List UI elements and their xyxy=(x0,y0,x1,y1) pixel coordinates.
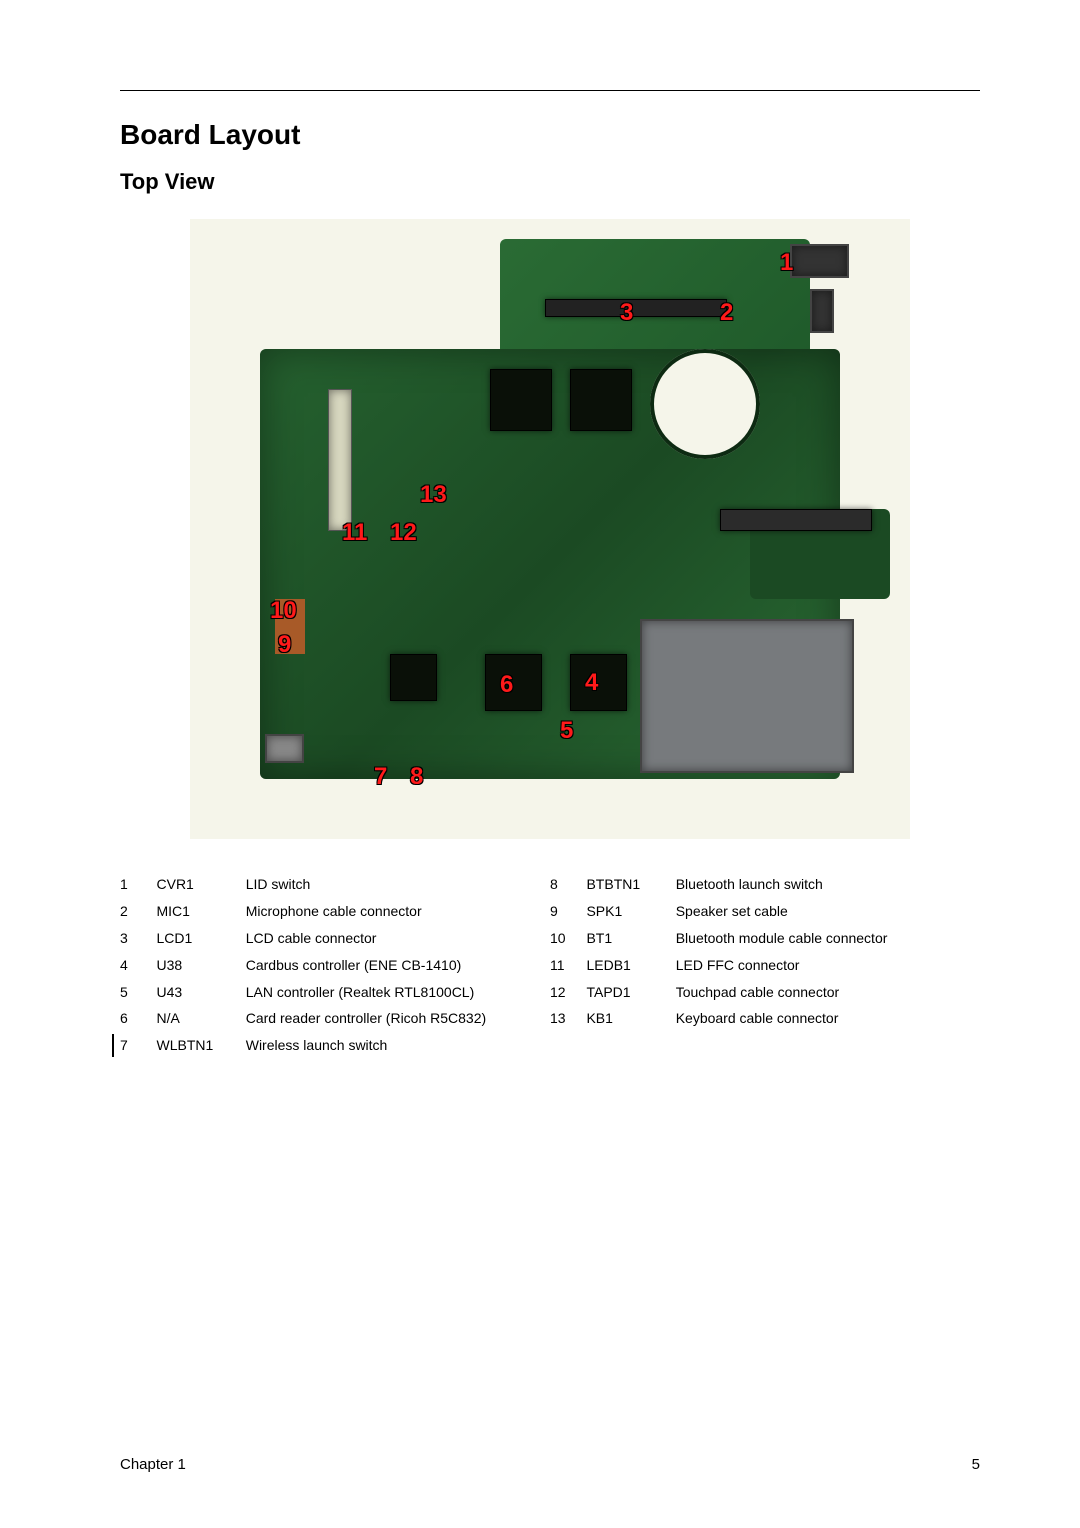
legend-code: U43 xyxy=(157,979,246,1006)
chip xyxy=(570,369,632,431)
table-row: 5 U43 LAN controller (Realtek RTL8100CL)… xyxy=(120,979,980,1006)
port xyxy=(790,244,849,278)
legend-num: 5 xyxy=(120,979,157,1006)
board-callout-8: 8 xyxy=(410,763,423,791)
legend-desc: Bluetooth launch switch xyxy=(676,871,980,898)
table-row: 2 MIC1 Microphone cable connector 9 SPK1… xyxy=(120,898,980,925)
legend-desc: LID switch xyxy=(246,871,550,898)
legend-code: LEDB1 xyxy=(586,952,675,979)
chip xyxy=(390,654,437,701)
legend-code: BT1 xyxy=(586,925,675,952)
board-top-view-figure: 1 2 3 4 5 6 7 8 9 10 11 12 13 xyxy=(190,219,910,839)
legend-code: BTBTN1 xyxy=(586,871,675,898)
footer-page-number: 5 xyxy=(972,1456,980,1473)
board-callout-5: 5 xyxy=(560,717,573,745)
legend-num: 11 xyxy=(550,952,587,979)
legend-desc: Microphone cable connector xyxy=(246,898,550,925)
legend-num: 10 xyxy=(550,925,587,952)
footer-chapter: Chapter 1 xyxy=(120,1456,186,1473)
legend-num: 6 xyxy=(120,1005,157,1032)
connector-strip xyxy=(720,509,872,531)
board-callout-13: 13 xyxy=(420,481,447,509)
legend-code: SPK1 xyxy=(586,898,675,925)
legend-code: N/A xyxy=(157,1005,246,1032)
board-callout-12: 12 xyxy=(390,519,417,547)
revision-bar xyxy=(112,1034,114,1057)
legend-code: CVR1 xyxy=(157,871,246,898)
chip xyxy=(490,369,552,431)
port xyxy=(810,289,834,333)
board-callout-10: 10 xyxy=(270,597,297,625)
component-legend-table: 1 CVR1 LID switch 8 BTBTN1 Bluetooth lau… xyxy=(120,871,980,1059)
page-footer: Chapter 1 5 xyxy=(120,1456,980,1473)
legend-num: 13 xyxy=(550,1005,587,1032)
legend-code: KB1 xyxy=(586,1005,675,1032)
table-row: 1 CVR1 LID switch 8 BTBTN1 Bluetooth lau… xyxy=(120,871,980,898)
table-row: 3 LCD1 LCD cable connector 10 BT1 Blueto… xyxy=(120,925,980,952)
legend-desc: LED FFC connector xyxy=(676,952,980,979)
board-callout-4: 4 xyxy=(585,669,598,697)
board-callout-3: 3 xyxy=(620,299,633,327)
chip xyxy=(485,654,542,711)
legend-desc: Card reader controller (Ricoh R5C832) xyxy=(246,1005,550,1032)
card-socket xyxy=(640,619,854,773)
legend-code: WLBTN1 xyxy=(157,1032,246,1059)
table-row: 7 WLBTN1 Wireless launch switch xyxy=(120,1032,980,1059)
legend-num: 1 xyxy=(120,871,157,898)
board-callout-9: 9 xyxy=(278,631,291,659)
board-callout-7: 7 xyxy=(374,763,387,791)
sticker xyxy=(328,389,352,531)
legend-desc: Bluetooth module cable connector xyxy=(676,925,980,952)
legend-code: LCD1 xyxy=(157,925,246,952)
legend-num: 7 xyxy=(120,1032,157,1059)
legend-code: U38 xyxy=(157,952,246,979)
legend-desc: LCD cable connector xyxy=(246,925,550,952)
legend-code: MIC1 xyxy=(157,898,246,925)
chip xyxy=(570,654,627,711)
top-rule xyxy=(120,90,980,91)
legend-num xyxy=(550,1032,587,1059)
legend-desc: Wireless launch switch xyxy=(246,1032,550,1059)
legend-desc: LAN controller (Realtek RTL8100CL) xyxy=(246,979,550,1006)
usb-port xyxy=(265,734,304,763)
board-callout-6: 6 xyxy=(500,671,513,699)
legend-num: 2 xyxy=(120,898,157,925)
legend-num: 3 xyxy=(120,925,157,952)
table-row: 4 U38 Cardbus controller (ENE CB-1410) 1… xyxy=(120,952,980,979)
board-callout-2: 2 xyxy=(720,299,733,327)
section-title: Board Layout xyxy=(120,119,980,151)
legend-desc: Keyboard cable connector xyxy=(676,1005,980,1032)
fan-cutout xyxy=(650,349,760,459)
legend-code xyxy=(586,1032,675,1059)
legend-desc: Cardbus controller (ENE CB-1410) xyxy=(246,952,550,979)
document-page: Board Layout Top View 1 2 3 4 5 6 7 8 xyxy=(0,0,1080,1528)
legend-desc: Touchpad cable connector xyxy=(676,979,980,1006)
legend-num: 9 xyxy=(550,898,587,925)
legend-num-text: 7 xyxy=(120,1037,128,1053)
board-callout-1: 1 xyxy=(780,249,793,277)
legend-num: 4 xyxy=(120,952,157,979)
legend-code: TAPD1 xyxy=(586,979,675,1006)
connector-strip xyxy=(545,299,727,317)
table-row: 6 N/A Card reader controller (Ricoh R5C8… xyxy=(120,1005,980,1032)
legend-num: 12 xyxy=(550,979,587,1006)
legend-desc xyxy=(676,1032,980,1059)
board-callout-11: 11 xyxy=(342,519,367,547)
subsection-title: Top View xyxy=(120,169,980,195)
legend-num: 8 xyxy=(550,871,587,898)
legend-desc: Speaker set cable xyxy=(676,898,980,925)
